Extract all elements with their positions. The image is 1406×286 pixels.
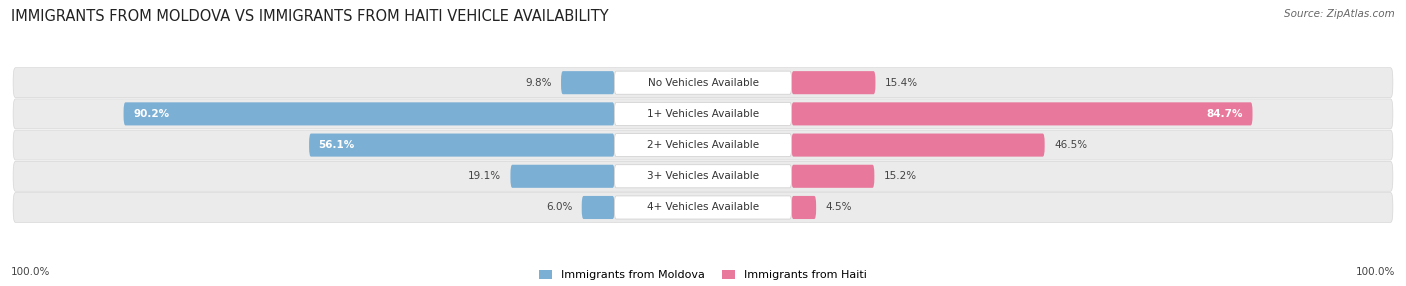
FancyBboxPatch shape [13,161,1393,191]
Text: 100.0%: 100.0% [1355,267,1395,277]
Text: 2+ Vehicles Available: 2+ Vehicles Available [647,140,759,150]
FancyBboxPatch shape [124,102,614,126]
FancyBboxPatch shape [561,71,614,94]
FancyBboxPatch shape [13,130,1393,160]
Text: 6.0%: 6.0% [546,202,572,212]
Text: Source: ZipAtlas.com: Source: ZipAtlas.com [1284,9,1395,19]
Text: 15.2%: 15.2% [884,171,917,181]
Text: 84.7%: 84.7% [1206,109,1243,119]
Text: 1+ Vehicles Available: 1+ Vehicles Available [647,109,759,119]
Text: 19.1%: 19.1% [468,171,501,181]
FancyBboxPatch shape [614,71,792,94]
Text: 100.0%: 100.0% [11,267,51,277]
Legend: Immigrants from Moldova, Immigrants from Haiti: Immigrants from Moldova, Immigrants from… [538,270,868,281]
FancyBboxPatch shape [13,68,1393,98]
FancyBboxPatch shape [614,102,792,126]
FancyBboxPatch shape [792,196,815,219]
FancyBboxPatch shape [13,99,1393,129]
FancyBboxPatch shape [510,165,614,188]
Text: IMMIGRANTS FROM MOLDOVA VS IMMIGRANTS FROM HAITI VEHICLE AVAILABILITY: IMMIGRANTS FROM MOLDOVA VS IMMIGRANTS FR… [11,9,609,23]
FancyBboxPatch shape [614,165,792,188]
Text: 15.4%: 15.4% [884,78,918,88]
FancyBboxPatch shape [792,102,1253,126]
Text: 9.8%: 9.8% [524,78,551,88]
FancyBboxPatch shape [309,134,614,157]
FancyBboxPatch shape [614,196,792,219]
Text: 4+ Vehicles Available: 4+ Vehicles Available [647,202,759,212]
FancyBboxPatch shape [614,134,792,157]
Text: 3+ Vehicles Available: 3+ Vehicles Available [647,171,759,181]
Text: 56.1%: 56.1% [319,140,354,150]
FancyBboxPatch shape [13,192,1393,223]
Text: 4.5%: 4.5% [825,202,852,212]
FancyBboxPatch shape [792,165,875,188]
FancyBboxPatch shape [582,196,614,219]
FancyBboxPatch shape [792,71,876,94]
FancyBboxPatch shape [792,134,1045,157]
Text: 90.2%: 90.2% [134,109,169,119]
Text: 46.5%: 46.5% [1054,140,1087,150]
Text: No Vehicles Available: No Vehicles Available [648,78,758,88]
